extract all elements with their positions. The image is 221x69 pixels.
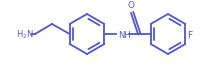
Text: H$_2$N: H$_2$N <box>16 29 34 41</box>
Text: F: F <box>187 30 192 39</box>
Text: NH: NH <box>118 30 131 39</box>
Text: O: O <box>128 1 135 10</box>
